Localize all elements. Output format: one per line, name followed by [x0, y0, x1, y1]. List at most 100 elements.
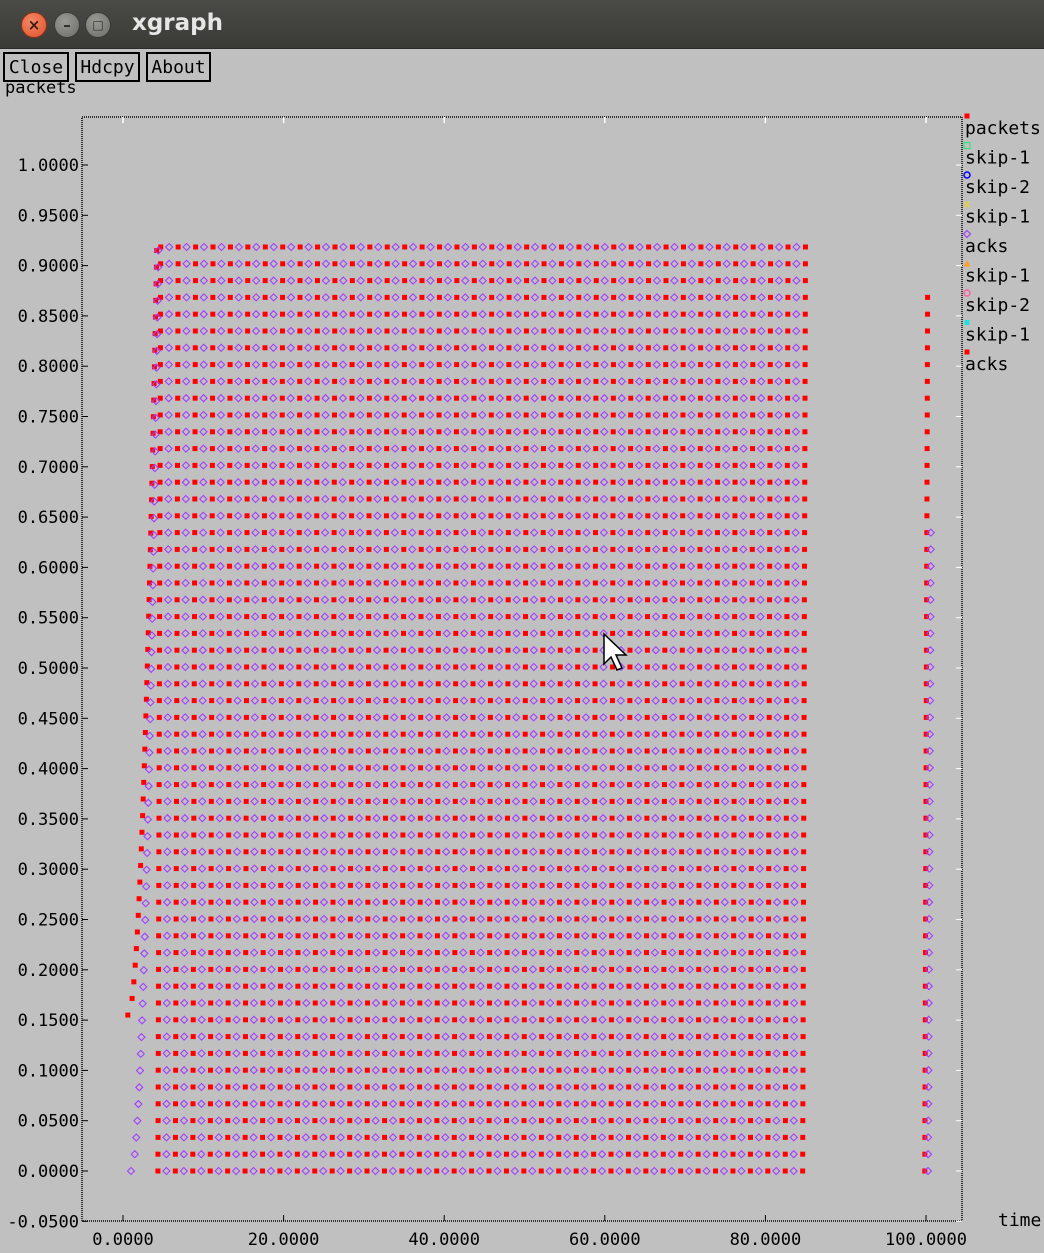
packets-point [454, 311, 460, 317]
acks-point [138, 982, 148, 992]
packets-point [765, 1017, 771, 1023]
packets-point [610, 378, 616, 384]
acks-point [565, 444, 574, 453]
packets-point [279, 378, 285, 384]
packets-point [469, 1050, 475, 1056]
acks-point [442, 696, 451, 705]
packets-point [451, 1101, 457, 1107]
packets-point [784, 714, 790, 720]
acks-point [633, 847, 643, 857]
acks-point [669, 377, 679, 386]
acks-point [563, 1065, 572, 1075]
packets-point [573, 1101, 579, 1107]
acks-point [197, 1032, 206, 1041]
acks-point [669, 494, 679, 504]
acks-point [598, 931, 607, 941]
acks-point [512, 377, 522, 386]
title-bar[interactable]: × – □ xgraph [0, 0, 1044, 49]
acks-point [546, 847, 555, 857]
packets-point [574, 983, 580, 989]
packets-point [470, 681, 476, 687]
acks-point [286, 309, 296, 319]
acks-point [153, 279, 163, 289]
packets-point [644, 698, 650, 704]
acks-point [669, 461, 679, 470]
packets-point [435, 681, 441, 687]
acks-point [722, 343, 731, 353]
packets-point [453, 563, 459, 569]
x-tick-label: 100.0000 [885, 1230, 967, 1250]
acks-point [389, 897, 398, 907]
packets-point [713, 933, 719, 939]
packets-point [521, 1084, 527, 1090]
packets-point [644, 933, 650, 939]
packets-point [245, 362, 251, 368]
acks-point [154, 246, 163, 255]
packets-point [556, 1000, 562, 1006]
acks-point [424, 864, 433, 873]
acks-point [547, 528, 556, 537]
acks-point [162, 1015, 172, 1025]
packets-point [399, 1134, 405, 1140]
acks-point [267, 897, 277, 907]
about-button[interactable]: About [146, 52, 211, 82]
acks-point [615, 931, 625, 941]
acks-point [513, 242, 522, 252]
acks-point [390, 528, 400, 537]
packets-point [157, 362, 163, 368]
acks-point [791, 494, 800, 504]
packets-point [487, 798, 493, 804]
packets-point [924, 345, 930, 351]
acks-point [599, 444, 609, 453]
maximize-window-icon[interactable]: □ [85, 12, 111, 38]
packets-point [573, 1151, 579, 1157]
packets-point [366, 580, 372, 586]
acks-point [337, 797, 347, 806]
close-window-icon[interactable]: × [21, 12, 47, 38]
acks-point [772, 1116, 781, 1125]
packets-point [243, 765, 249, 771]
packets-point [436, 530, 442, 536]
acks-point [773, 763, 782, 773]
acks-point [476, 780, 486, 789]
packets-point [471, 378, 477, 384]
close-button[interactable]: Close [3, 52, 69, 82]
acks-point [249, 998, 259, 1008]
x-tick-label: 20.0000 [248, 1230, 320, 1250]
acks-point [651, 813, 660, 823]
packets-point [157, 647, 163, 653]
packets-point [539, 815, 545, 821]
packets-point [489, 261, 495, 267]
packets-point [243, 1000, 249, 1006]
packets-point [279, 597, 285, 603]
packets-point [244, 446, 250, 452]
packets-point [592, 849, 598, 855]
hdcpy-button[interactable]: Hdcpy [75, 52, 140, 82]
packets-point [488, 496, 494, 502]
acks-point [582, 393, 592, 403]
acks-point [319, 998, 328, 1008]
packets-point [365, 748, 371, 754]
acks-point [599, 461, 609, 470]
acks-point [424, 729, 434, 739]
packets-point [401, 429, 407, 435]
acks-point [215, 679, 225, 689]
acks-point [563, 813, 573, 823]
packets-point [209, 429, 215, 435]
acks-point [756, 645, 765, 655]
acks-point [493, 1099, 502, 1109]
packets-point [154, 248, 160, 254]
packets-point [575, 429, 581, 435]
minimize-window-icon[interactable]: – [54, 12, 80, 38]
acks-point [789, 1166, 798, 1176]
acks-point [721, 427, 731, 437]
acks-point [721, 612, 730, 621]
acks-point [180, 864, 189, 873]
acks-point [925, 746, 935, 756]
packets-point [367, 278, 373, 284]
packets-point [785, 278, 791, 284]
packets-point [279, 412, 285, 418]
packets-point [556, 983, 562, 989]
acks-point [545, 981, 555, 991]
acks-point [338, 377, 348, 386]
